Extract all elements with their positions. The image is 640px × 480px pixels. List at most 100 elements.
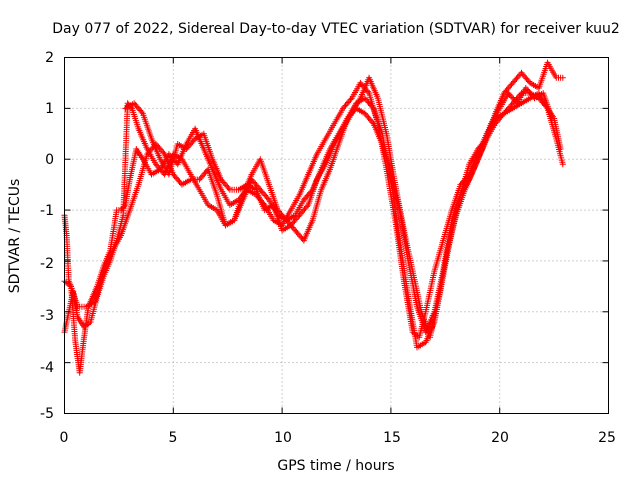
y-tick-label: -1 <box>40 203 54 219</box>
data-point <box>525 87 527 89</box>
data-point <box>407 295 410 298</box>
data-point <box>298 214 301 216</box>
data-point <box>76 305 79 308</box>
x-tick-label: 0 <box>60 430 69 446</box>
data-point <box>394 183 397 186</box>
data-point <box>546 61 549 64</box>
data-point <box>520 102 523 105</box>
data-point <box>203 133 205 135</box>
data-point <box>529 97 531 99</box>
data-point <box>503 92 505 94</box>
data-point <box>512 82 514 84</box>
y-tick-label: -3 <box>40 308 54 324</box>
data-point <box>381 143 384 145</box>
data-point <box>142 112 144 115</box>
tick-layer <box>64 57 609 414</box>
data-point <box>120 234 122 237</box>
data-point <box>92 295 94 298</box>
data-point <box>259 158 262 160</box>
data-point <box>176 143 179 145</box>
data-point <box>135 148 138 150</box>
data-point <box>94 300 96 303</box>
data-point <box>555 138 558 140</box>
data-point <box>512 102 514 105</box>
data-point <box>203 148 205 150</box>
data-point <box>311 219 314 221</box>
data-point <box>368 77 370 79</box>
data-point <box>503 112 505 115</box>
x-tick-label: 10 <box>274 430 292 446</box>
data-point <box>398 239 401 242</box>
data-point <box>250 173 253 176</box>
data-point <box>294 214 297 216</box>
data-point <box>316 153 318 155</box>
x-tick-label: 25 <box>598 430 616 446</box>
data-point <box>111 250 114 252</box>
data-point <box>294 229 297 232</box>
data-point <box>285 219 288 221</box>
data-point <box>303 199 305 201</box>
grid-layer <box>64 57 609 414</box>
data-point <box>324 163 327 166</box>
data-point <box>562 163 564 166</box>
x-tick-label: 15 <box>383 430 401 446</box>
data-point <box>198 178 201 181</box>
data-point <box>133 102 135 105</box>
data-point <box>329 168 331 171</box>
data-point <box>137 183 140 186</box>
x-tick-label: 20 <box>491 430 509 446</box>
data-point <box>433 270 436 272</box>
data-point <box>189 173 192 176</box>
data-point <box>189 178 192 181</box>
data-point <box>220 178 222 181</box>
data-point <box>555 77 558 79</box>
data-point <box>255 188 257 191</box>
data-point <box>372 122 375 125</box>
data-point <box>83 336 85 339</box>
data-point <box>211 168 214 171</box>
data-point <box>129 178 131 181</box>
data-point <box>259 188 262 191</box>
data-point <box>516 102 518 105</box>
data-point <box>350 97 353 99</box>
data-point <box>268 199 270 201</box>
data-point <box>198 188 201 191</box>
chart-title: Day 077 of 2022, Sidereal Day-to-day VTE… <box>52 21 620 37</box>
y-tick-label: 0 <box>45 152 54 168</box>
data-point <box>533 97 536 99</box>
data-point <box>381 133 384 135</box>
data-point <box>324 138 327 140</box>
data-point <box>102 270 105 272</box>
data-point <box>233 219 235 221</box>
data-point <box>142 158 144 160</box>
data-point <box>137 127 140 130</box>
data-point <box>298 194 301 196</box>
data-point <box>216 194 218 196</box>
y-axis-label: SDTVAR / TECUs <box>7 179 23 294</box>
data-point <box>229 188 231 191</box>
data-point <box>420 311 423 313</box>
data-point <box>146 153 148 155</box>
data-point <box>303 239 305 242</box>
y-tick-label: 2 <box>45 50 54 66</box>
data-point <box>385 133 388 135</box>
data-point <box>89 321 92 323</box>
data-point <box>181 158 183 160</box>
data-point <box>320 188 323 191</box>
data-point <box>416 346 418 349</box>
data-point <box>70 285 72 288</box>
data-point <box>438 295 440 298</box>
data-point <box>342 127 344 130</box>
data-point <box>74 341 77 344</box>
data-point <box>359 82 362 84</box>
data-point <box>163 173 166 176</box>
data-point <box>124 107 127 110</box>
data-point <box>364 112 366 115</box>
data-point <box>411 270 414 272</box>
data-point <box>446 250 449 252</box>
data-point <box>207 168 209 171</box>
data-point <box>146 148 148 150</box>
data-point <box>250 178 253 181</box>
data-point <box>364 97 366 99</box>
data-point <box>520 72 523 74</box>
